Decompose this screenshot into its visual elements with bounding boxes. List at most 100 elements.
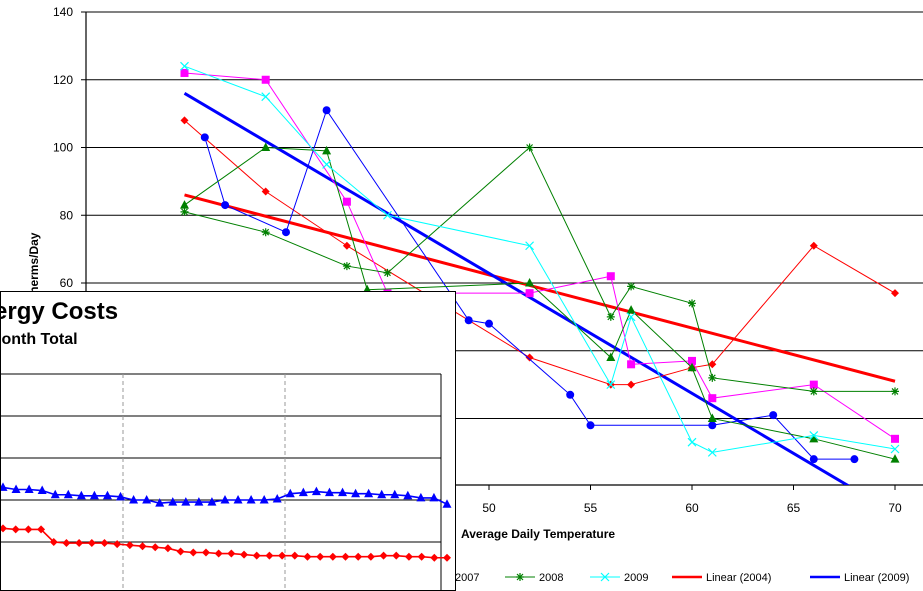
inset-title: ergy Costs [1, 298, 118, 325]
inset-data-point [290, 551, 299, 560]
data-point [809, 241, 818, 250]
inset-data-point [11, 525, 20, 534]
inset-data-point [214, 549, 223, 558]
inset-data-point [246, 495, 256, 504]
series-2008 [180, 143, 899, 396]
data-point [688, 356, 696, 365]
series-2006 [200, 106, 859, 464]
inset-data-point [207, 497, 217, 506]
data-point [261, 142, 271, 151]
data-point [769, 411, 778, 420]
inset-data-point [189, 548, 198, 557]
inset-data-point [366, 552, 375, 561]
data-point [221, 201, 230, 210]
inset-data-point [392, 551, 401, 560]
data-point [809, 431, 819, 440]
inset-data-point [443, 553, 451, 562]
series-line [204, 109, 855, 460]
inset-data-point [227, 549, 236, 558]
inset-data-point [364, 488, 374, 498]
inset-data-point [278, 551, 287, 560]
data-point [566, 390, 575, 399]
legend-label: 2008 [539, 572, 563, 584]
inset-data-point [220, 495, 230, 504]
inset-energy-costs-chart: ergy Costs lonth Total [0, 291, 456, 591]
data-point [626, 312, 636, 322]
data-point [464, 316, 473, 325]
data-point [687, 362, 697, 372]
series [180, 61, 900, 464]
data-point [180, 61, 189, 71]
inset-series-red [1, 524, 451, 562]
data-point [525, 241, 535, 251]
data-point [627, 282, 636, 291]
legend-label: 2009 [624, 572, 648, 584]
data-point [708, 373, 717, 382]
data-point [180, 68, 189, 77]
inset-data-point [116, 491, 126, 501]
inset-data-point [113, 540, 122, 549]
legend-marker [600, 572, 610, 582]
data-point [180, 207, 189, 216]
y-tick-label: 100 [53, 141, 73, 155]
data-point [342, 241, 351, 250]
data-point [891, 387, 899, 396]
inset-data-point [63, 489, 73, 499]
inset-data-point [1, 524, 7, 533]
inset-data-point [24, 525, 33, 534]
data-point [891, 289, 899, 298]
legend-entry-linear-2004: Linear (2004) [672, 572, 771, 584]
data-point [606, 352, 616, 362]
inset-chart: ergy Costs lonth Total [1, 298, 452, 590]
x-tick-label: 65 [787, 501, 801, 515]
legend-label: Linear (2009) [844, 572, 909, 584]
inset-data-point [328, 552, 337, 561]
data-point [606, 380, 616, 390]
data-point [525, 353, 534, 362]
data-point [850, 455, 859, 464]
data-point [890, 454, 900, 463]
data-point [322, 106, 331, 115]
data-point [708, 421, 717, 430]
inset-data-point [155, 498, 165, 507]
data-point [485, 319, 493, 328]
inset-data-point [265, 551, 274, 560]
inset-data-point [298, 487, 308, 497]
inset-data-point [324, 487, 334, 497]
data-point [525, 143, 534, 152]
inset-data-point [138, 542, 147, 551]
data-point [180, 116, 189, 125]
legend-entry-2007: 2007 [455, 572, 479, 584]
inset-data-point [379, 551, 388, 560]
inset-data-point [377, 489, 387, 499]
data-point [687, 437, 697, 447]
inset-data-point [316, 552, 325, 561]
data-point [809, 380, 818, 389]
y-tick-label: 140 [53, 5, 73, 19]
legend-entry-linear-2009: Linear (2009) [810, 572, 909, 584]
legend-label: 2007 [455, 572, 479, 584]
data-point [688, 299, 696, 308]
data-point [525, 278, 535, 287]
inset-data-point [416, 492, 426, 502]
data-point [627, 380, 636, 389]
inset-data-point [37, 485, 47, 495]
inset-data-point [390, 489, 400, 499]
data-point [626, 305, 636, 314]
series-2009 [180, 61, 900, 457]
inset-data-point [233, 495, 243, 504]
inset-data-point [285, 488, 295, 498]
inset-data-point [341, 552, 350, 561]
data-point [383, 268, 392, 277]
inset-data-point [311, 486, 321, 496]
data-point [342, 197, 351, 206]
legend-marker [516, 573, 524, 581]
data-point [261, 75, 270, 84]
inset-data-point [89, 490, 99, 500]
inset-data-point [176, 547, 185, 556]
data-point [200, 133, 209, 142]
inset-plot-area [1, 373, 452, 590]
inset-data-point [259, 495, 269, 504]
inset-subtitle: lonth Total [1, 331, 78, 348]
